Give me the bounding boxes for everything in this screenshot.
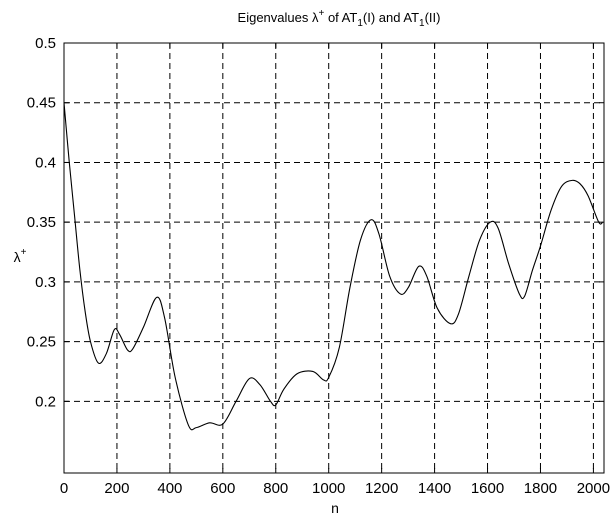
y-tick-label-6: 0.5 — [35, 35, 56, 52]
plot-frame — [63, 42, 605, 474]
x-tick-label-4: 800 — [263, 480, 288, 497]
title-subscript-2: 1 — [419, 18, 425, 29]
chart-title: Eigenvalues λ+ of AT1(I) and AT1(II) — [238, 8, 441, 29]
x-tick-label-8: 1600 — [471, 480, 504, 497]
x-tick-label-7: 1400 — [418, 480, 451, 497]
title-end: (II) — [425, 10, 441, 25]
y-tick-label-4: 0.4 — [35, 154, 56, 171]
x-tick-label-6: 1200 — [365, 480, 398, 497]
y-axis-label-superscript: + — [21, 247, 27, 258]
y-tick-label-5: 0.45 — [27, 95, 56, 112]
plot-lines — [63, 102, 603, 431]
x-tick-label-2: 400 — [157, 480, 182, 497]
x-tick-label-5: 1000 — [312, 480, 345, 497]
x-axis-label: n — [331, 500, 339, 516]
title-mid-1: of AT — [324, 10, 357, 25]
plot-area-border — [63, 42, 605, 474]
x-tick-label-0: 0 — [60, 480, 68, 497]
x-tick-label-9: 1800 — [524, 480, 557, 497]
y-axis-label: λ+ — [14, 247, 27, 265]
title-superscript: + — [318, 8, 324, 19]
x-tick-label-3: 600 — [210, 480, 235, 497]
x-tick-labels: 0 200 400 600 800 1000 1200 1400 1600 1800 2000 — [60, 480, 610, 497]
title-main: Eigenvalues λ — [238, 10, 319, 25]
y-tick-label-1: 0.25 — [27, 334, 56, 351]
y-tick-label-2: 0.3 — [35, 274, 56, 291]
y-tick-labels: 0.2 0.25 0.3 0.35 0.4 0.45 0.5 — [27, 35, 56, 410]
y-tick-label-0: 0.2 — [35, 393, 56, 410]
y-tick-label-3: 0.35 — [27, 214, 56, 231]
title-mid-2: (I) and AT — [363, 10, 419, 25]
y-axis-label-main: λ — [14, 249, 21, 265]
grid-lines — [64, 43, 604, 473]
x-tick-label-1: 200 — [104, 480, 129, 497]
series-line-0 — [63, 102, 603, 431]
title-subscript-1: 1 — [357, 18, 363, 29]
x-tick-label-10: 2000 — [577, 480, 610, 497]
